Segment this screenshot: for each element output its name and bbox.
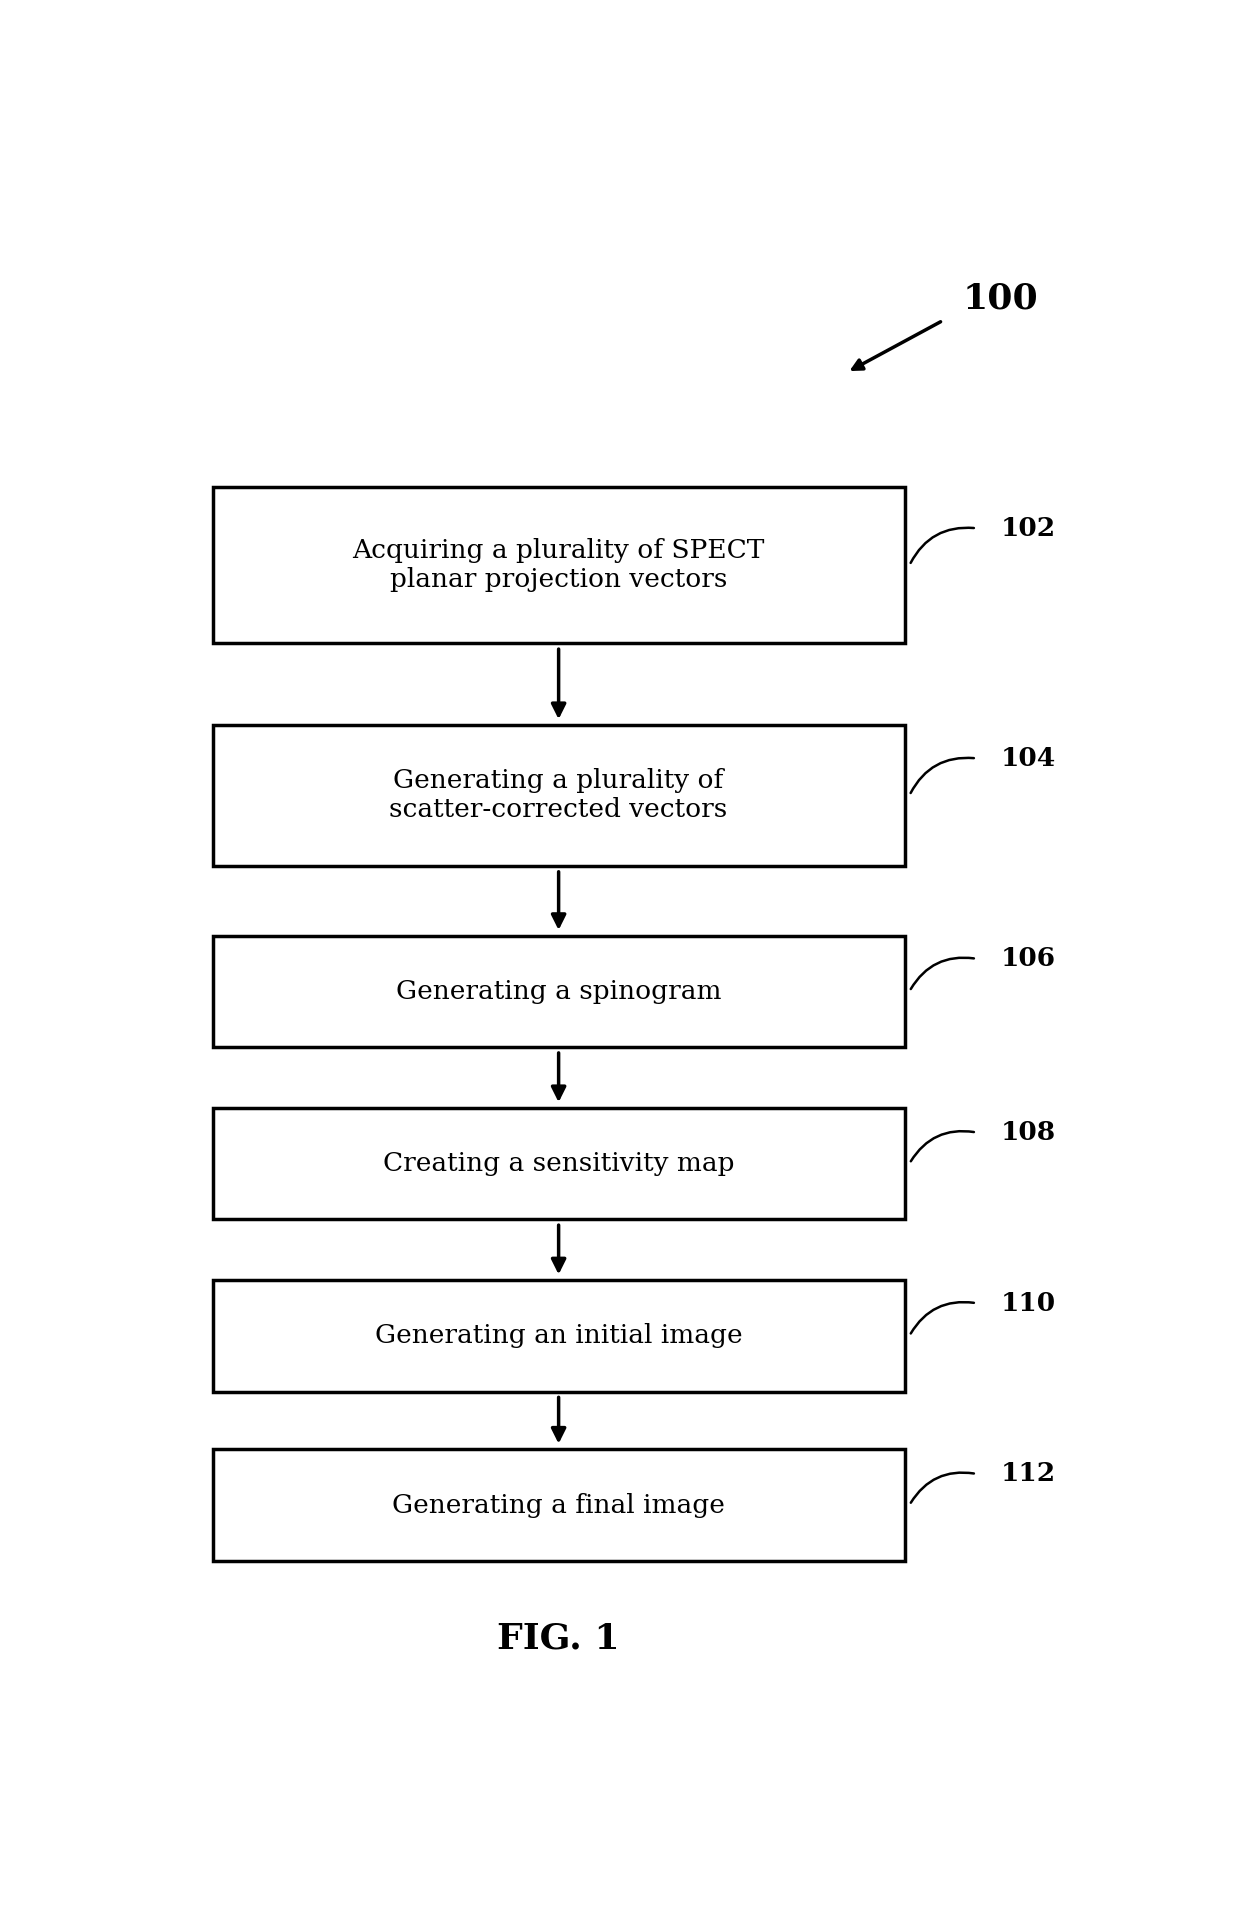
Bar bbox=[213, 488, 904, 644]
Bar bbox=[213, 935, 904, 1047]
Text: Generating a spinogram: Generating a spinogram bbox=[396, 979, 722, 1004]
Text: FIG. 1: FIG. 1 bbox=[497, 1621, 620, 1656]
Text: 100: 100 bbox=[962, 281, 1039, 314]
Text: Generating a final image: Generating a final image bbox=[392, 1492, 725, 1517]
Text: Acquiring a plurality of SPECT
planar projection vectors: Acquiring a plurality of SPECT planar pr… bbox=[352, 538, 765, 592]
Text: Creating a sensitivity map: Creating a sensitivity map bbox=[383, 1151, 734, 1176]
Bar bbox=[213, 1280, 904, 1392]
Text: 110: 110 bbox=[1001, 1290, 1055, 1315]
Text: 108: 108 bbox=[1001, 1120, 1055, 1145]
Text: 112: 112 bbox=[1001, 1461, 1055, 1486]
Bar bbox=[213, 1450, 904, 1562]
Text: Generating an initial image: Generating an initial image bbox=[374, 1323, 743, 1348]
Bar bbox=[213, 1109, 904, 1218]
Text: 102: 102 bbox=[1001, 517, 1055, 540]
Text: 106: 106 bbox=[1001, 947, 1055, 972]
Text: Generating a plurality of
scatter-corrected vectors: Generating a plurality of scatter-correc… bbox=[389, 769, 728, 823]
Text: 104: 104 bbox=[1001, 746, 1056, 771]
Bar bbox=[213, 725, 904, 866]
